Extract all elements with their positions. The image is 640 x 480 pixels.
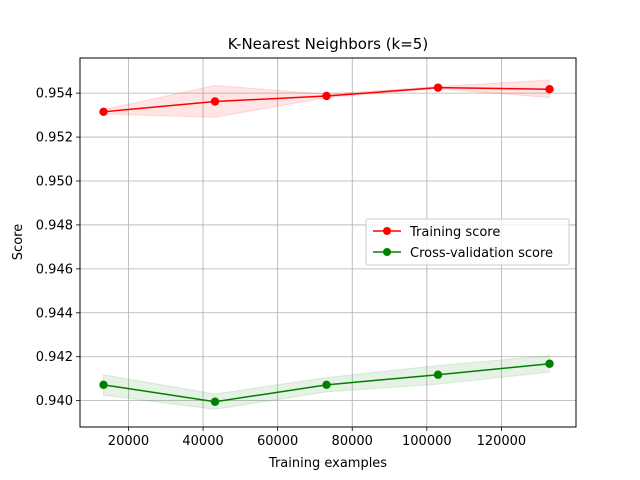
y-tick-label: 0.940 [36,394,73,409]
data-point-series-1 [545,359,554,368]
y-tick-label: 0.948 [36,218,73,233]
y-tick-label: 0.942 [36,350,73,365]
x-tick-label: 100000 [402,434,452,449]
x-axis-ticks: 20000 40000 60000 80000 100000 120000 [108,427,526,449]
x-tick-label: 40000 [182,434,223,449]
x-tick-label: 120000 [477,434,527,449]
series-points [99,83,554,406]
legend-label-training: Training score [409,225,500,240]
y-tick-label: 0.946 [36,262,73,277]
plot-frame [79,57,577,428]
data-point-series-0 [433,83,443,92]
y-axis-ticks: 0.940 0.942 0.944 0.946 0.948 0.950 0.952 0.954 [36,87,80,409]
data-point-series-1 [433,370,443,379]
data-point-series-1 [322,380,331,390]
data-point-series-1 [210,397,220,406]
legend-marker-cv [383,248,391,256]
legend: Training score Cross-validation score [365,218,570,266]
x-tick-label: 80000 [332,434,373,449]
legend-box [365,218,570,266]
y-tick-label: 0.944 [36,306,73,321]
x-tick-label: 20000 [108,434,149,449]
data-point-series-0 [99,107,108,117]
y-tick-label: 0.952 [36,131,73,146]
chart-title: K-Nearest Neighbors (k=5) [228,35,428,53]
y-tick-label: 0.954 [36,87,73,102]
legend-label-cv: Cross-validation score [410,246,553,261]
x-axis-label: Training examples [268,456,387,471]
legend-marker-training [383,227,391,235]
confidence-band-series-0 [102,79,551,118]
x-tick-label: 60000 [257,434,298,449]
data-point-series-1 [99,380,108,390]
data-point-series-0 [322,91,331,101]
data-point-series-0 [545,84,554,94]
y-tick-label: 0.950 [36,175,73,190]
y-axis-label: Score [11,224,26,260]
data-point-series-0 [210,97,220,106]
